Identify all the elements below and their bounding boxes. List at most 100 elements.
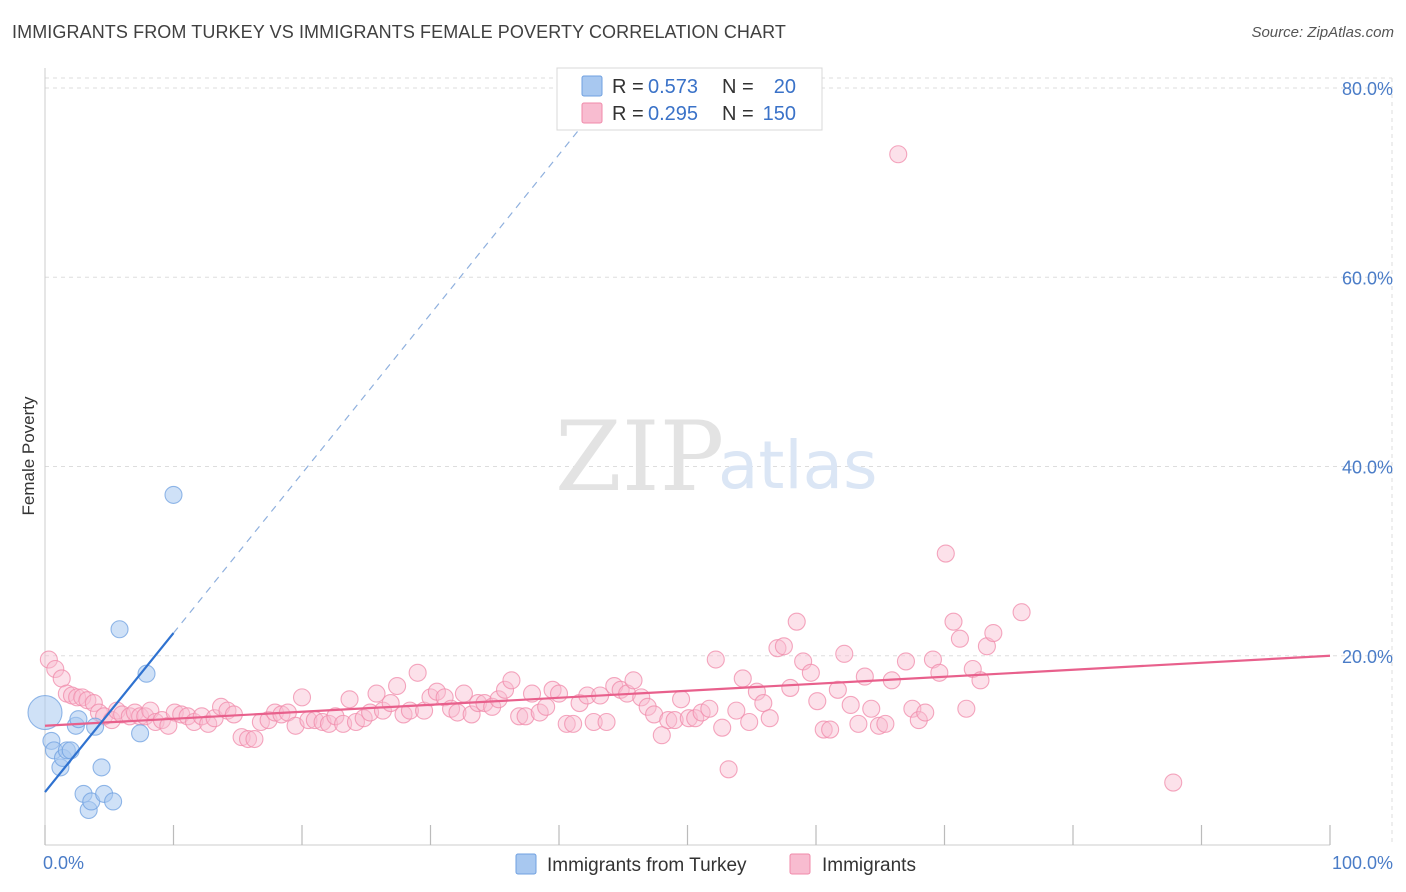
x-tick-label: 100.0% xyxy=(1332,853,1393,873)
point-immigrants xyxy=(672,690,691,709)
data-points xyxy=(27,145,1183,820)
point-immigrants xyxy=(950,629,969,648)
point-immigrants xyxy=(896,652,916,671)
legend-n-value: 150 xyxy=(763,103,796,125)
point-turkey xyxy=(164,485,183,504)
point-immigrants xyxy=(828,680,847,699)
point-immigrants xyxy=(700,699,719,718)
point-immigrants xyxy=(936,544,955,563)
point-immigrants xyxy=(549,684,569,703)
point-immigrants xyxy=(1012,603,1031,622)
point-immigrants xyxy=(862,699,881,718)
y-tick-label: 80.0% xyxy=(1342,79,1393,99)
point-immigrants xyxy=(841,695,860,715)
point-immigrants xyxy=(584,712,603,732)
point-immigrants xyxy=(292,688,312,707)
x-tick-label: 0.0% xyxy=(43,853,84,873)
point-immigrants xyxy=(706,650,725,669)
bottom-legend-swatch-turkey xyxy=(515,853,537,875)
point-immigrants xyxy=(659,711,678,730)
point-immigrants xyxy=(319,714,339,733)
watermark-atlas: atlas xyxy=(718,427,878,504)
point-immigrants xyxy=(740,712,759,732)
point-immigrants xyxy=(652,726,671,745)
point-immigrants xyxy=(957,699,976,718)
point-turkey xyxy=(131,724,150,743)
point-immigrants xyxy=(570,694,589,713)
legend-r-value: 0.295 xyxy=(648,103,698,125)
point-immigrants xyxy=(719,760,738,779)
legend-n-value: 20 xyxy=(774,76,796,98)
point-immigrants xyxy=(665,711,684,730)
point-immigrants xyxy=(849,714,868,733)
point-immigrants xyxy=(489,690,508,709)
point-immigrants xyxy=(238,729,258,749)
point-turkey xyxy=(86,717,105,736)
point-immigrants xyxy=(537,697,556,716)
point-immigrants xyxy=(435,688,454,707)
point-immigrants xyxy=(808,692,827,711)
point-immigrants xyxy=(774,637,793,656)
point-immigrants xyxy=(930,663,949,682)
bottom-legend-swatch-immigrants xyxy=(789,853,811,875)
chart-title: IMMIGRANTS FROM TURKEY VS IMMIGRANTS FEM… xyxy=(12,22,786,42)
point-immigrants xyxy=(557,714,576,733)
point-immigrants xyxy=(821,720,840,739)
point-immigrants xyxy=(760,709,779,728)
point-immigrants xyxy=(801,663,820,682)
point-immigrants xyxy=(408,663,427,682)
legend-n-label: N = xyxy=(722,103,754,125)
watermark-zip: ZIP xyxy=(555,401,724,513)
legend-n-label: N = xyxy=(722,76,754,98)
point-immigrants xyxy=(876,714,895,733)
point-turkey xyxy=(61,741,80,760)
point-immigrants xyxy=(46,659,65,679)
legend-r-value: 0.573 xyxy=(648,76,698,98)
point-immigrants xyxy=(39,650,58,669)
point-immigrants xyxy=(597,712,616,732)
point-immigrants xyxy=(916,703,935,722)
point-immigrants xyxy=(835,644,854,663)
point-immigrants xyxy=(462,705,481,724)
point-immigrants xyxy=(502,671,521,690)
legend-swatch-turkey xyxy=(581,75,603,97)
point-immigrants xyxy=(787,612,806,631)
trend-line-immigrants xyxy=(44,654,1331,727)
point-immigrants xyxy=(52,669,71,688)
point-immigrants xyxy=(638,697,657,716)
trend-line-turkey-extension xyxy=(173,130,579,634)
point-immigrants xyxy=(84,694,103,713)
point-immigrants xyxy=(510,707,529,726)
bottom-legend-label-immigrants: Immigrants xyxy=(822,855,916,876)
legend-r-label: R = xyxy=(612,76,644,98)
y-axis-label: Female Poverty xyxy=(19,396,38,516)
point-immigrants xyxy=(326,707,345,726)
point-turkey xyxy=(92,758,111,777)
point-turkey xyxy=(110,620,129,639)
x-tick-labels: 0.0% 100.0% xyxy=(43,853,1393,873)
point-immigrants xyxy=(516,707,535,726)
bottom-legend-label-turkey: Immigrants from Turkey xyxy=(547,855,747,876)
point-immigrants xyxy=(340,690,359,709)
trend-line-turkey xyxy=(44,632,175,793)
point-immigrants xyxy=(754,694,773,713)
bottom-legend: Immigrants from Turkey Immigrants xyxy=(515,853,916,876)
y-tick-label: 20.0% xyxy=(1342,647,1393,667)
y-tick-labels: 20.0% 40.0% 60.0% 80.0% xyxy=(1342,79,1393,667)
point-immigrants xyxy=(984,623,1003,643)
y-tick-label: 40.0% xyxy=(1342,458,1393,478)
point-immigrants xyxy=(522,684,542,703)
point-immigrants xyxy=(909,711,928,730)
point-immigrants xyxy=(733,669,752,688)
point-immigrants xyxy=(68,688,87,707)
legend-swatch-immigrants xyxy=(581,102,603,124)
legend: R = 0.573 N = 20 R = 0.295 N = 150 xyxy=(556,67,823,131)
point-immigrants xyxy=(624,671,643,690)
point-immigrants xyxy=(73,688,92,707)
point-immigrants xyxy=(781,678,800,697)
point-immigrants xyxy=(495,680,515,699)
point-immigrants xyxy=(564,714,583,733)
point-immigrants xyxy=(889,145,908,164)
legend-r-label: R = xyxy=(612,103,644,125)
trend-lines xyxy=(44,130,1331,793)
